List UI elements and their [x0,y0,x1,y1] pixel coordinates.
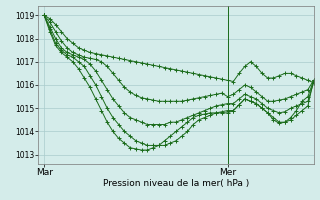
X-axis label: Pression niveau de la mer( hPa ): Pression niveau de la mer( hPa ) [103,179,249,188]
